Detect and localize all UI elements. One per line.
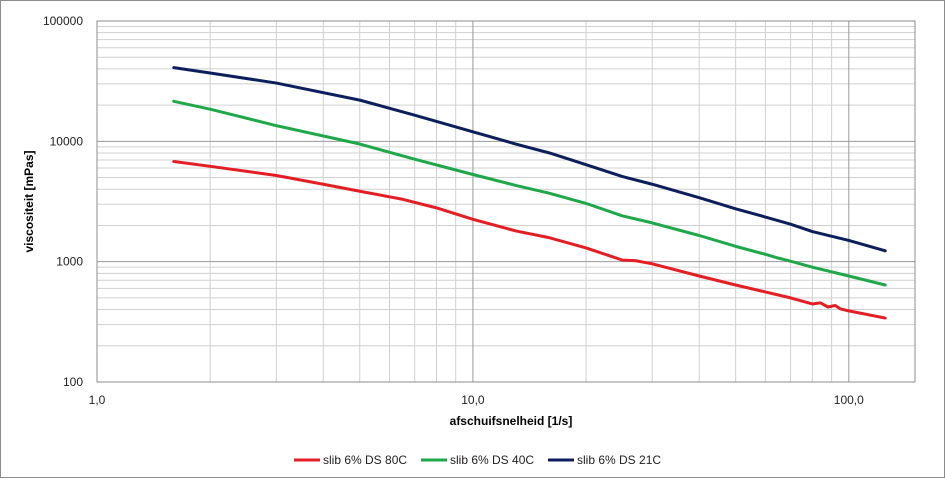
legend-label-1: slib 6% DS 80C <box>323 453 407 467</box>
legend-label-2: slib 6% DS 40C <box>450 453 534 467</box>
y-axis-title: viscositeit [mPas] <box>22 150 36 252</box>
series-line-3 <box>172 66 887 253</box>
x-axis-tick-labels: 1,0 10,0 100,0 <box>89 393 864 407</box>
y-tick-label: 10000 <box>50 134 84 148</box>
legend: slib 6% DS 80C slib 6% DS 40C slib 6% DS 2… <box>294 453 661 467</box>
x-tick-label: 10,0 <box>461 393 485 407</box>
minor-gridlines <box>97 21 915 382</box>
series-line-2 <box>172 99 887 287</box>
x-tick-label: 100,0 <box>834 393 864 407</box>
legend-label-3: slib 6% DS 21C <box>577 453 661 467</box>
y-axis-tick-labels: 100 1000 10000 100000 <box>43 14 83 389</box>
y-tick-label: 100000 <box>43 14 83 28</box>
series-line-1 <box>172 159 887 320</box>
y-tick-label: 100 <box>63 375 83 389</box>
x-axis-title: afschuifsnelheid [1/s] <box>450 414 573 428</box>
x-tick-label: 1,0 <box>89 393 106 407</box>
y-tick-label: 1000 <box>56 255 83 269</box>
series-lines <box>172 66 887 320</box>
plot-area-border <box>96 20 916 383</box>
